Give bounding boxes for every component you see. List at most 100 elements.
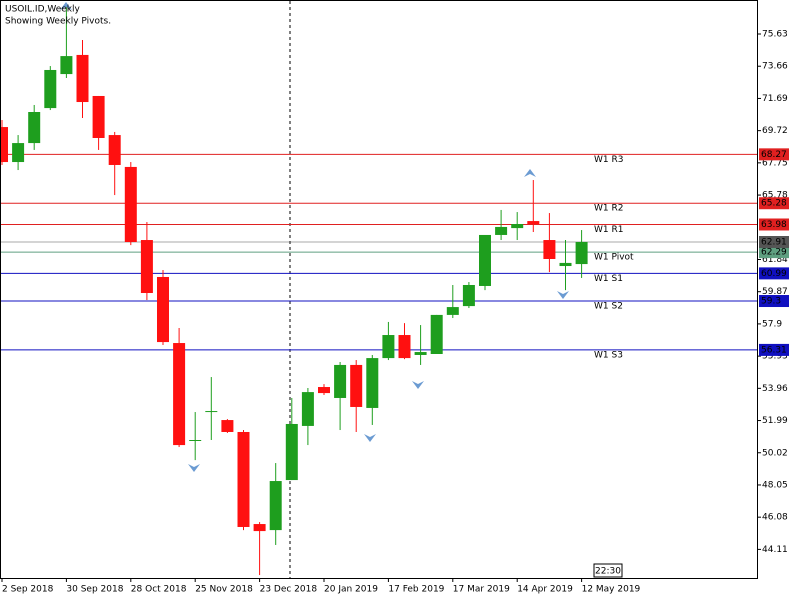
pivot-name: W1 Pivot — [594, 253, 634, 263]
candle-body — [318, 387, 330, 394]
price-box — [759, 235, 789, 248]
x-tick-label: 17 Feb 2019 — [388, 585, 444, 595]
candle-body — [575, 241, 588, 265]
y-tick-label: 53.96 — [762, 384, 788, 394]
candle-body — [253, 524, 266, 532]
candle-body — [350, 364, 363, 407]
y-tick-label: 51.99 — [762, 416, 788, 426]
x-tick-label: 28 Oct 2018 — [131, 585, 187, 595]
y-tick-label: 75.63 — [762, 30, 788, 40]
price-box-label: 68.27 — [761, 150, 787, 160]
price-box-label: 62.29 — [761, 248, 787, 258]
candle-body — [60, 56, 73, 75]
x-tick-label: 14 Apr 2019 — [517, 585, 573, 595]
pivot-name: W1 R3 — [594, 155, 623, 165]
price-box-label: 56.31 — [761, 345, 787, 355]
candle-body — [495, 226, 508, 235]
price-box — [759, 343, 789, 356]
candle-body — [173, 343, 186, 446]
candle-body — [189, 439, 202, 441]
candle-body — [285, 423, 298, 481]
candle-body — [334, 364, 347, 398]
y-tick-label: 67.75 — [762, 158, 788, 168]
price-box-label: 62.91 — [761, 237, 787, 247]
candle-body — [366, 358, 379, 408]
fractal-down — [188, 464, 200, 472]
candle-body — [92, 95, 105, 139]
candle-body — [44, 69, 57, 109]
candle-body — [301, 392, 314, 426]
candle-body — [76, 54, 89, 103]
fractals — [60, 2, 569, 472]
y-tick-label: 57.9 — [762, 319, 782, 329]
candle-body — [221, 420, 234, 432]
candle-body — [28, 112, 41, 144]
y-tick-label: 61.84 — [762, 255, 788, 265]
candle-body — [527, 221, 540, 225]
time-label: 22:30 — [595, 567, 621, 577]
y-tick-label: 50.02 — [762, 448, 788, 458]
price-box — [759, 295, 789, 308]
plot: W1 R3 W1 R2 W1 R1 W1 Pivot W1 S1 W1 S2 W1 S3 — [0, 5, 757, 576]
y-tick-label: 48.05 — [762, 480, 788, 490]
candle-body — [237, 431, 250, 527]
y-tick-label: 55.93 — [762, 352, 788, 362]
y-tick-label: 71.69 — [762, 94, 788, 104]
pivot-name: W1 R1 — [594, 225, 623, 235]
x-tick-label: 2 Sep 2018 — [2, 585, 54, 595]
price-box — [759, 197, 789, 210]
candle-body — [414, 352, 427, 355]
candle-body — [0, 127, 8, 163]
plot-frame — [0, 0, 758, 579]
x-tick-label: 23 Dec 2018 — [260, 585, 318, 595]
candle-body — [269, 481, 282, 531]
price-box — [759, 267, 789, 280]
fractal-up — [60, 2, 72, 10]
candle-body — [479, 234, 491, 286]
y-tick-label: 65.78 — [762, 191, 788, 201]
candle-body — [108, 135, 121, 165]
candle-body — [430, 314, 443, 354]
fractal-down — [412, 381, 424, 389]
candle-body — [446, 307, 459, 315]
time-box — [593, 563, 623, 578]
candle-body — [140, 240, 153, 294]
price-box-label: 65.28 — [761, 199, 787, 209]
candle-body — [157, 276, 169, 343]
price-box-label: 59.3 — [761, 297, 781, 307]
candle-body — [124, 166, 137, 242]
candle-body — [12, 143, 25, 163]
fractal-down — [364, 434, 376, 442]
candle-body — [398, 335, 411, 359]
x-tick-label: 20 Jan 2019 — [324, 585, 378, 595]
pivot-name: W1 S3 — [594, 350, 623, 360]
y-tick-label: 69.72 — [762, 126, 788, 136]
y-tick-label: 73.66 — [762, 62, 788, 72]
candle-body — [559, 262, 572, 267]
price-box-label: 63.98 — [761, 220, 787, 230]
price-box — [759, 148, 789, 161]
fractal-down — [557, 291, 569, 299]
price-box-label: 60.99 — [761, 269, 787, 279]
price-box — [759, 218, 789, 231]
y-tick-label: 44.11 — [762, 545, 788, 555]
pivot-name: W1 S1 — [594, 274, 623, 284]
chart-subtitle: Showing Weekly Pivots. — [5, 17, 111, 27]
x-tick-label: 17 Mar 2019 — [453, 585, 510, 595]
candle-body — [543, 240, 556, 259]
x-tick-label: 30 Sep 2018 — [66, 585, 123, 595]
pivot-name: W1 S2 — [594, 302, 623, 312]
y-tick-label: 59.87 — [762, 287, 788, 297]
fractal-up — [524, 169, 536, 177]
candle-body — [462, 284, 475, 307]
price-box — [759, 246, 789, 259]
candle-body — [511, 224, 524, 229]
chart-title: USOIL.ID,Weekly — [5, 5, 81, 15]
x-tick-label: 12 May 2019 — [582, 585, 641, 595]
pivot-name: W1 R2 — [594, 204, 623, 214]
candle-body — [382, 335, 395, 359]
candle-body — [205, 411, 218, 413]
